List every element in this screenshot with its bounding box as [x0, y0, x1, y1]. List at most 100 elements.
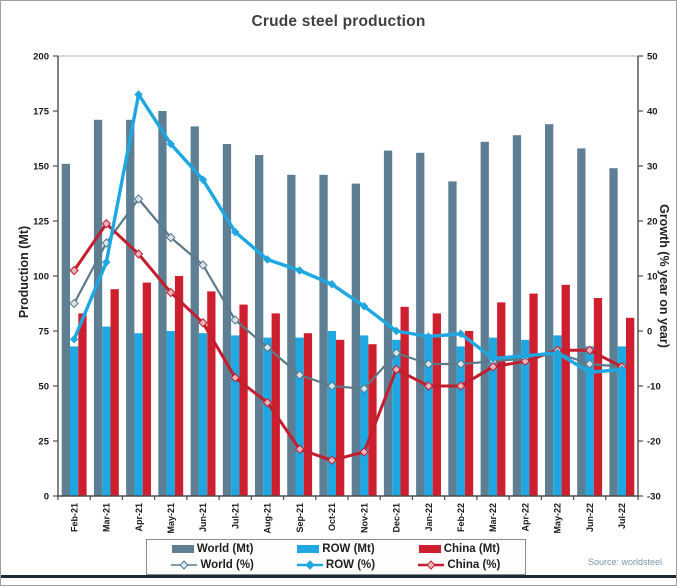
bar-china-mt	[207, 291, 216, 496]
source-note: Source: worldsteel	[587, 557, 662, 567]
marker-china	[488, 362, 498, 372]
marker-china	[101, 219, 112, 229]
bar-china-mt	[593, 298, 603, 496]
marker-world	[423, 359, 434, 369]
left-axis-tick-label: 200	[33, 52, 49, 63]
bar-china-mt	[239, 304, 248, 496]
marker-row	[295, 266, 304, 275]
marker-row	[456, 329, 465, 338]
bottom-rule	[1, 575, 676, 578]
legend-item-world: World (%)	[151, 559, 274, 571]
bar-china-mt	[110, 289, 119, 496]
bar-china-mt	[78, 313, 87, 496]
bar-world-mt	[512, 135, 522, 496]
x-axis-tick-label: Jun-21	[198, 503, 208, 532]
legend-item-row: ROW (%)	[274, 559, 397, 571]
x-axis-tick-label: Dec-21	[392, 503, 402, 533]
legend-label: China (Mt)	[443, 543, 500, 555]
marker-row	[263, 255, 272, 264]
left-axis-title: Production (Mt)	[17, 225, 31, 319]
right-axis-tick-label: 0	[647, 327, 652, 338]
legend-label: ROW (%)	[325, 559, 376, 571]
bar-china-mt	[400, 306, 409, 496]
marker-row	[231, 227, 240, 237]
bar-world-mt	[319, 174, 328, 497]
marker-china	[423, 381, 434, 391]
x-axis-tick-label: Aug-21	[263, 503, 273, 534]
x-axis-tick-label: Mar-22	[488, 503, 498, 532]
marker-china	[166, 287, 176, 298]
marker-world	[198, 260, 208, 270]
bar-world-mt	[222, 144, 232, 496]
line-row	[72, 92, 624, 374]
bar-world-mt	[287, 174, 296, 497]
left-axis-tick-label: 150	[33, 162, 49, 173]
marker-china	[262, 397, 273, 408]
marker-china	[294, 444, 305, 454]
bar-world-mt	[190, 126, 199, 497]
bar-world-mt	[480, 141, 489, 497]
bar-china-mt	[432, 313, 441, 496]
x-axis-tick-label: Oct-21	[327, 503, 337, 531]
left-axis-tick-label: 125	[33, 217, 50, 228]
x-axis-tick-label: Nov-21	[359, 503, 369, 533]
bar-row-mt	[392, 339, 401, 496]
bar-china-mt	[368, 344, 377, 496]
marker-row	[166, 139, 175, 149]
bar-row-mt	[198, 333, 208, 496]
marker-world	[69, 298, 79, 309]
x-axis-tick-label: Jun-22	[585, 503, 595, 532]
bar-row-mt	[102, 326, 111, 496]
legend-label: China (%)	[447, 559, 501, 571]
marker-world	[294, 370, 305, 380]
right-axis-tick-label: -10	[647, 382, 661, 393]
bar-row-mt	[360, 335, 369, 496]
bar-row-mt	[263, 337, 272, 496]
legend-item-china: China (%)	[398, 559, 521, 571]
legend-bar-swatch	[297, 545, 320, 553]
marker-world	[327, 381, 337, 391]
bar-world-mt	[448, 181, 457, 496]
legend-item-world-mt: World (Mt)	[151, 543, 274, 555]
legend-line-swatch	[171, 560, 198, 570]
x-axis-tick-label: Feb-22	[456, 503, 466, 532]
right-axis-tick-label: 50	[647, 52, 658, 63]
x-axis-tick-label: Mar-21	[102, 503, 112, 532]
legend-bar-swatch	[418, 545, 441, 553]
bar-row-mt	[521, 339, 530, 496]
bar-china-mt	[529, 293, 538, 496]
bar-row-mt	[424, 335, 433, 496]
bar-china-mt	[464, 331, 474, 496]
right-axis-title: Growth (% year on year)	[657, 204, 671, 348]
marker-row	[134, 90, 143, 99]
right-axis-tick-label: 10	[647, 272, 658, 283]
right-axis-tick-label: 30	[647, 162, 658, 173]
bar-world-mt	[158, 111, 167, 496]
marker-world	[359, 384, 369, 394]
right-axis-tick-label: 20	[647, 217, 658, 228]
x-axis-tick-label: Apr-22	[520, 503, 530, 532]
bar-world-mt	[577, 148, 586, 496]
bar-china-mt	[142, 282, 151, 496]
x-axis-tick-label: May-22	[553, 503, 563, 534]
bar-china-mt	[271, 313, 280, 496]
bar-china-mt	[336, 339, 345, 496]
marker-row	[327, 280, 337, 289]
marker-row	[585, 368, 594, 377]
x-axis-tick-label: May-21	[166, 503, 176, 534]
bar-row-mt	[617, 346, 626, 496]
bar-row-mt	[488, 337, 498, 496]
line-world	[72, 197, 624, 390]
bar-world-mt	[351, 183, 360, 496]
bar-row-mt	[134, 333, 143, 496]
bar-row-mt	[327, 331, 336, 496]
marker-china	[69, 265, 79, 276]
marker-china	[198, 318, 208, 328]
left-axis-tick-label: 0	[44, 492, 49, 503]
bar-china-mt	[626, 317, 635, 496]
legend-label: World (%)	[200, 559, 254, 571]
left-axis-tick-label: 50	[38, 382, 49, 393]
left-axis-tick-label: 100	[33, 272, 49, 283]
marker-row	[102, 258, 111, 267]
marker-world	[230, 315, 240, 325]
